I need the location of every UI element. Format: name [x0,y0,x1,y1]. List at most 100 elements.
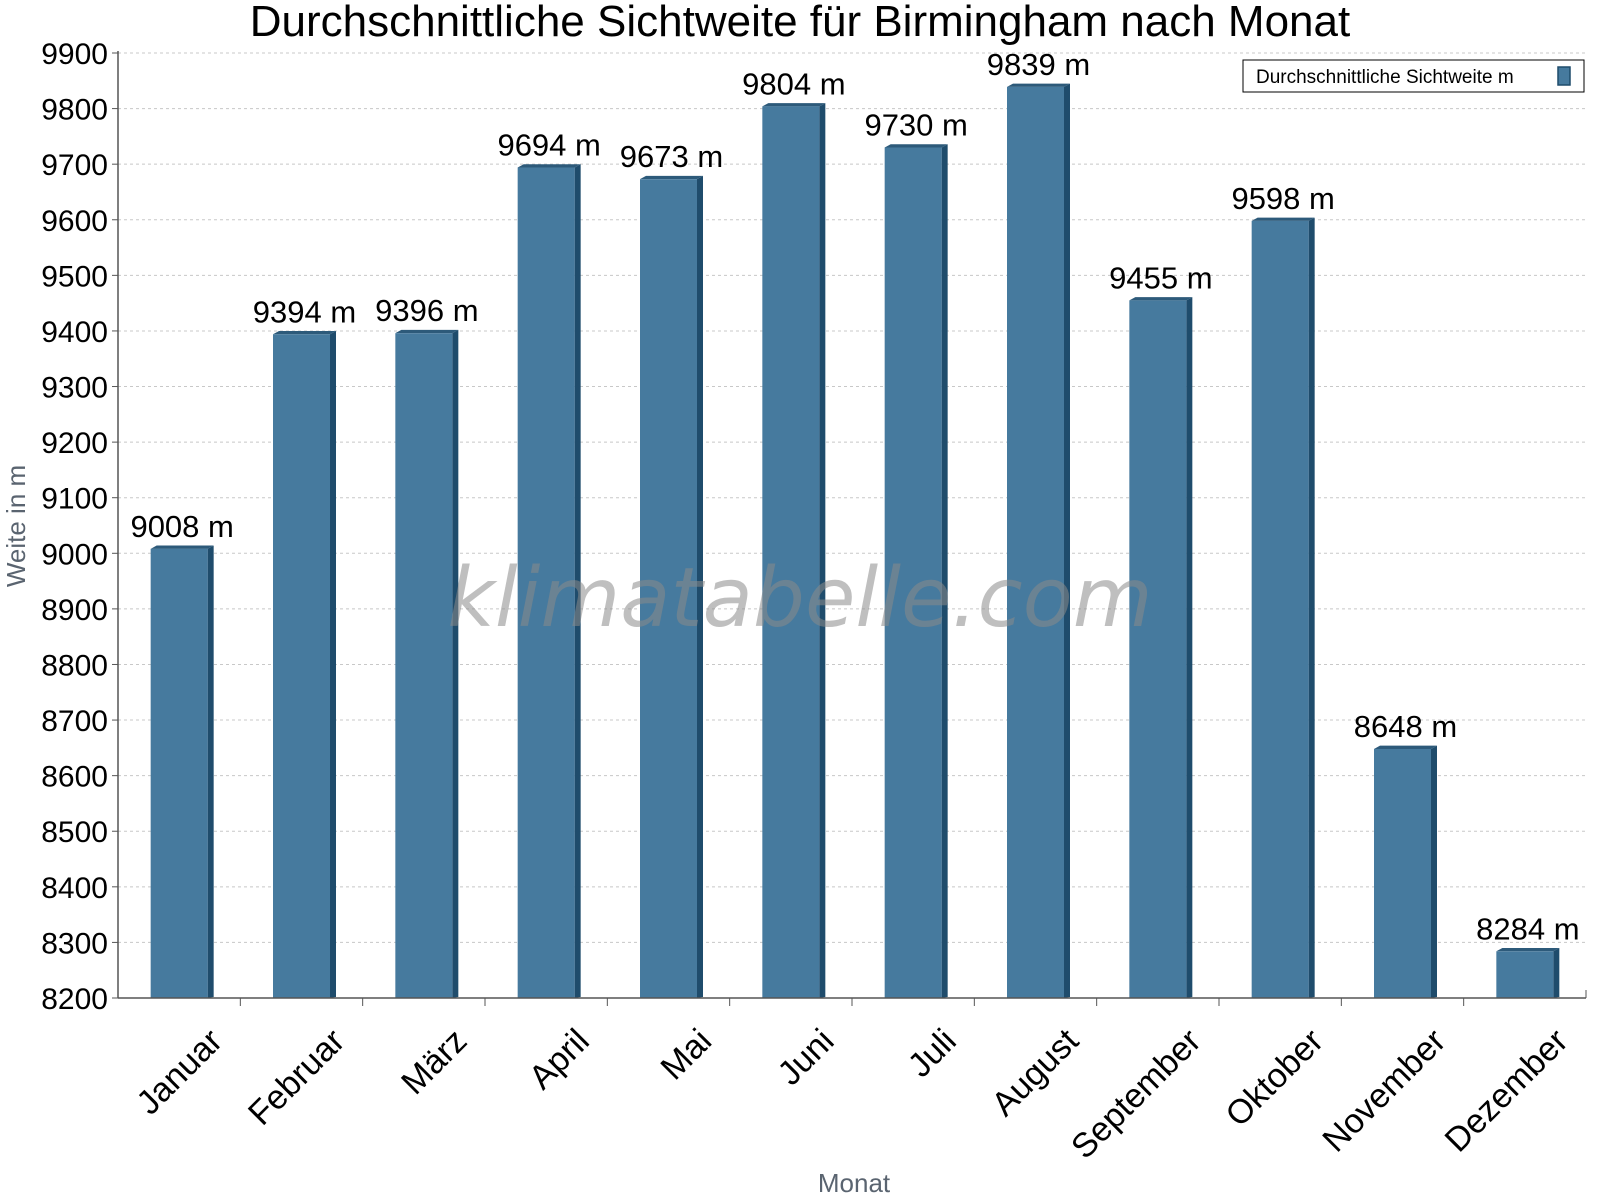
x-tick-label: Dezember [1438,1022,1576,1160]
bar-side [819,103,826,999]
legend: Durchschnittliche Sichtweite m [1242,59,1585,93]
bar-front [395,333,453,999]
bar-mai [640,175,703,998]
bar-dezember [1496,948,1560,998]
value-label: 9598 m [1231,181,1334,216]
value-label: 9730 m [864,108,967,143]
x-tick-label: November [1315,1022,1453,1160]
y-tick-label: 8800 [41,649,108,682]
bar-top [762,103,826,107]
bar-side [330,330,336,999]
bar-front [1374,748,1431,998]
legend-label: Durchschnittliche Sichtweite m [1256,67,1514,88]
bar-side [1431,745,1437,998]
y-tick-label: 8300 [41,927,108,960]
bar-november [1374,745,1437,998]
bar-front [1496,951,1554,998]
y-tick-label: 8600 [41,761,108,794]
bar-side [452,329,459,998]
bar-top [884,144,948,148]
bar-juni [762,103,826,999]
bar-side [1308,217,1315,998]
legend-box [1242,59,1585,93]
y-tick-label: 8900 [41,594,108,627]
bar-front [150,548,208,998]
x-tick-label: Februar [241,1022,352,1133]
x-tick-label: April [522,1022,597,1097]
value-label: 9394 m [253,294,356,329]
y-tick-label: 9300 [41,372,108,405]
y-tick-label: 9700 [41,149,108,182]
bar-juli [884,144,948,998]
bar-front [640,179,697,998]
bar-side [1553,948,1560,998]
x-tick-label: August [984,1021,1086,1123]
x-tick-labels: Januar Februar März April Mai Juni Juli AugustS… [129,1021,1575,1166]
y-tick-label: 9600 [41,205,108,238]
y-tick-label: 9500 [41,260,108,293]
bar-front [273,334,330,998]
bar-top [1374,745,1437,749]
bar-april [517,164,581,998]
bar-august [1007,83,1070,999]
bar-front [884,147,942,998]
y-tick-label: 9400 [41,316,108,349]
y-tick-labels: 8200 8300 8400 8500 8600 8700 8800 8900 9000 9100… [41,38,108,1016]
value-label: 8648 m [1354,709,1457,744]
bar-top [517,164,581,168]
bar-top [1129,297,1193,301]
x-tick-label: Juli [901,1022,964,1085]
bar-series [150,83,1560,999]
bar-top [640,175,703,180]
x-tick-label: Juni [770,1022,841,1093]
axes [112,51,1587,1006]
value-label: 9008 m [130,509,233,544]
x-tick-label: September [1064,1022,1208,1166]
legend-swatch [1557,66,1571,86]
grid-lines [118,52,1586,943]
bar-front [1007,86,1064,999]
bar-märz [395,329,459,999]
bar-front [517,167,575,998]
y-tick-label: 9200 [41,427,108,460]
y-axis-label: Weite in m [1,465,31,587]
bar-front [1129,300,1187,998]
value-label: 9694 m [497,128,600,163]
y-tick-label: 9800 [41,94,108,127]
y-tick-label: 8200 [41,983,108,1016]
value-label: 8284 m [1476,911,1579,946]
bar-januar [150,545,214,998]
value-label: 9673 m [620,139,723,174]
x-axis-label: Monat [818,1168,891,1198]
bar-side [574,164,581,998]
bar-top [273,330,336,335]
bar-side [1064,83,1070,998]
bar-top [395,329,459,334]
x-tick-label: Mai [654,1022,720,1088]
watermark: klimatabelle.com [447,551,1152,646]
x-tick-label: März [394,1022,474,1102]
bar-side [941,144,948,998]
bar-side [697,175,703,998]
bar-front [1251,220,1309,998]
bar-top [1496,948,1560,952]
x-tick-label: Januar [129,1022,229,1122]
y-tick-label: 9000 [41,538,108,571]
bar-top [1007,83,1070,87]
bar-front [762,106,820,999]
y-tick-label: 8400 [41,872,108,905]
y-tick-label: 9900 [41,38,108,71]
chart-title: Durchschnittliche Sichtweite für Birming… [250,0,1350,46]
value-labels: 9008 m 9394 m 9396 m 9694 m 9673 m 9804 m 9730… [130,47,1579,946]
x-tick-label: Oktober [1218,1022,1330,1134]
y-tick-label: 9100 [41,483,108,516]
bar-top [150,545,214,549]
y-tick-label: 8700 [41,705,108,738]
bar-februar [273,330,336,999]
value-label: 9455 m [1109,260,1212,295]
bar-side [1186,297,1193,999]
bar-september [1129,297,1193,999]
bar-side [207,545,214,998]
value-label: 9839 m [987,47,1090,82]
